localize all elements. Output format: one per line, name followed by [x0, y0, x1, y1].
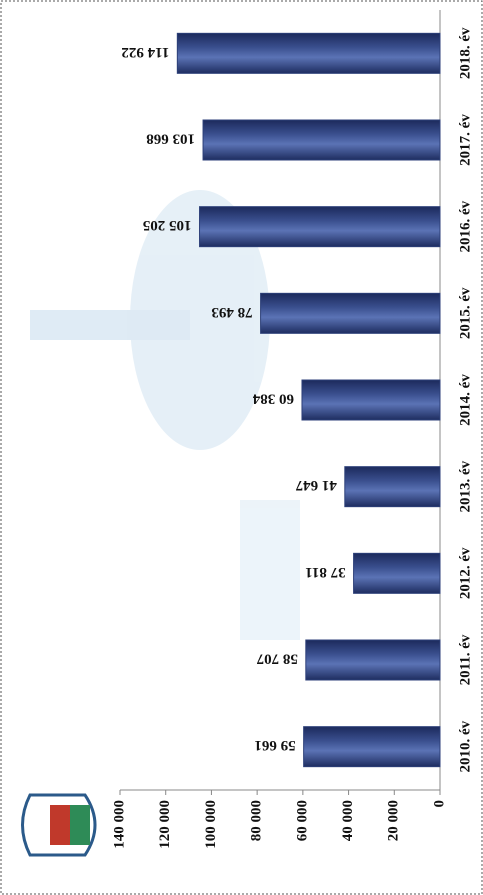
y-tick-label: 100 000 — [203, 800, 219, 849]
x-tick-label: 2010. év — [457, 720, 473, 772]
bar — [353, 552, 441, 594]
watermark — [30, 190, 300, 640]
data-label: 60 384 — [252, 391, 294, 407]
data-label: 105 205 — [143, 217, 192, 233]
bar — [202, 119, 441, 161]
data-label: 59 661 — [254, 737, 295, 753]
bar — [303, 726, 441, 768]
data-label: 103 668 — [146, 131, 195, 147]
bar — [199, 206, 441, 248]
logo — [21, 793, 97, 857]
bar — [260, 292, 441, 334]
y-tick-label: 140 000 — [111, 800, 127, 849]
x-tick-label: 2015. év — [457, 287, 473, 339]
y-tick-label: 20 000 — [386, 800, 402, 841]
y-tick-label: 0 — [431, 800, 447, 808]
data-label: 58 707 — [256, 651, 298, 667]
data-label: 37 811 — [305, 564, 345, 580]
x-tick-label: 2016. év — [457, 200, 473, 252]
y-tick-label: 80 000 — [249, 800, 265, 841]
bar — [301, 379, 441, 421]
x-tick-label: 2017. év — [457, 114, 473, 166]
y-tick-label: 40 000 — [340, 800, 356, 841]
x-tick-label: 2013. év — [457, 460, 473, 512]
y-tick-label: 60 000 — [294, 800, 310, 841]
bar — [344, 466, 441, 508]
data-label: 78 493 — [211, 304, 252, 320]
x-tick-label: 2014. év — [457, 374, 473, 426]
bar — [305, 639, 441, 681]
y-tick-label: 120 000 — [157, 800, 173, 849]
x-tick-label: 2012. év — [457, 547, 473, 599]
data-label: 114 922 — [121, 44, 169, 60]
x-tick-label: 2018. év — [457, 27, 473, 79]
x-tick-label: 2011. év — [457, 634, 473, 685]
bar — [176, 32, 441, 74]
data-label: 41 647 — [295, 477, 337, 493]
